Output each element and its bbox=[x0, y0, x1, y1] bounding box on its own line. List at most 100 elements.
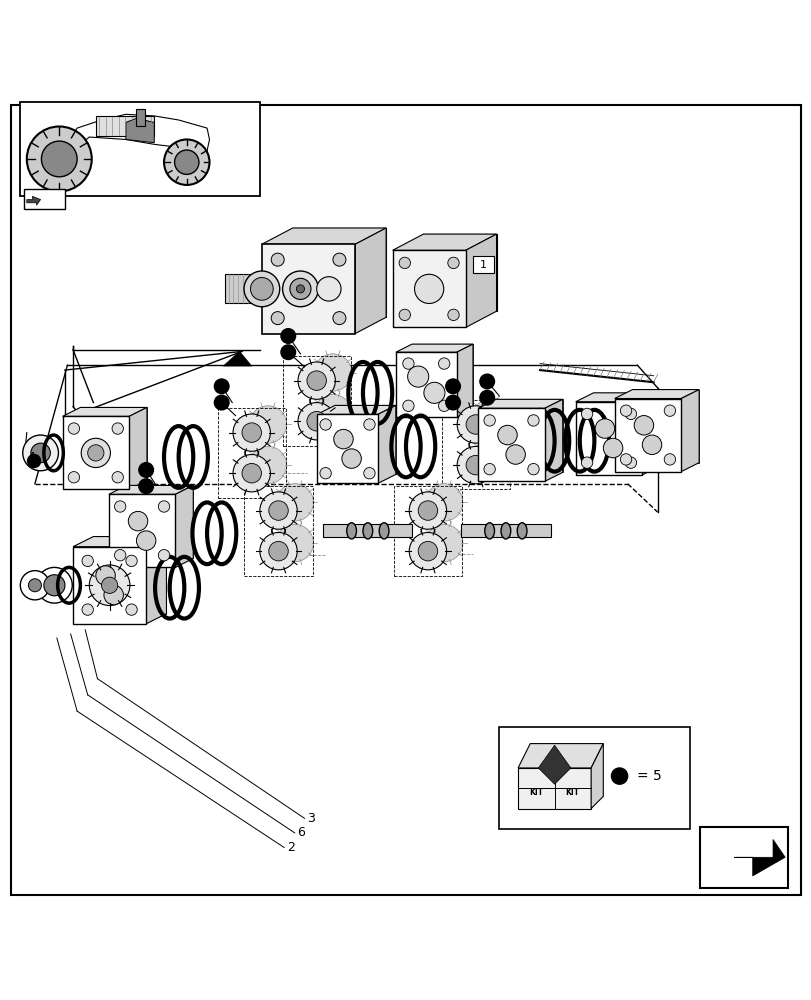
Circle shape bbox=[466, 455, 485, 475]
Circle shape bbox=[233, 414, 270, 451]
Circle shape bbox=[104, 585, 123, 605]
Circle shape bbox=[298, 403, 335, 440]
Circle shape bbox=[290, 278, 311, 299]
Circle shape bbox=[136, 531, 156, 550]
Circle shape bbox=[27, 126, 92, 191]
Polygon shape bbox=[392, 234, 496, 250]
Circle shape bbox=[68, 472, 79, 483]
Circle shape bbox=[316, 277, 341, 301]
Bar bbox=[499, 727, 689, 829]
Polygon shape bbox=[423, 234, 496, 311]
Circle shape bbox=[307, 371, 326, 390]
Circle shape bbox=[448, 309, 459, 321]
Bar bbox=[441, 400, 509, 489]
Circle shape bbox=[363, 468, 375, 479]
Circle shape bbox=[642, 435, 661, 455]
Circle shape bbox=[409, 492, 446, 529]
Circle shape bbox=[457, 446, 494, 484]
Circle shape bbox=[620, 454, 631, 465]
Text: 4: 4 bbox=[27, 451, 35, 464]
Circle shape bbox=[663, 405, 675, 416]
Polygon shape bbox=[680, 390, 698, 472]
Circle shape bbox=[158, 550, 169, 561]
Circle shape bbox=[281, 345, 295, 360]
Text: 3: 3 bbox=[307, 812, 315, 825]
Circle shape bbox=[445, 395, 460, 410]
Circle shape bbox=[438, 358, 449, 369]
Circle shape bbox=[126, 555, 137, 567]
Circle shape bbox=[438, 400, 449, 411]
Polygon shape bbox=[456, 344, 472, 417]
Bar bbox=[575, 402, 642, 475]
Polygon shape bbox=[538, 745, 570, 784]
Circle shape bbox=[89, 565, 130, 606]
Circle shape bbox=[126, 604, 137, 615]
Circle shape bbox=[128, 511, 148, 531]
Polygon shape bbox=[223, 351, 251, 366]
Text: KIT: KIT bbox=[529, 788, 543, 797]
Circle shape bbox=[445, 379, 460, 394]
Polygon shape bbox=[517, 744, 603, 768]
Circle shape bbox=[594, 419, 614, 438]
Circle shape bbox=[281, 329, 295, 343]
Circle shape bbox=[314, 354, 351, 391]
Text: = 5: = 5 bbox=[637, 769, 661, 783]
Circle shape bbox=[158, 501, 169, 512]
Circle shape bbox=[473, 398, 510, 435]
Circle shape bbox=[581, 408, 592, 420]
Polygon shape bbox=[478, 399, 562, 408]
Polygon shape bbox=[93, 537, 166, 614]
Circle shape bbox=[28, 455, 41, 468]
Polygon shape bbox=[175, 485, 193, 567]
Polygon shape bbox=[377, 405, 395, 483]
Circle shape bbox=[268, 541, 288, 561]
Circle shape bbox=[233, 455, 270, 492]
Polygon shape bbox=[733, 839, 784, 876]
Circle shape bbox=[314, 394, 351, 432]
Bar bbox=[225, 274, 261, 303]
Ellipse shape bbox=[243, 271, 279, 307]
Polygon shape bbox=[27, 196, 41, 205]
Polygon shape bbox=[109, 485, 193, 494]
Circle shape bbox=[260, 532, 297, 570]
Bar bbox=[282, 356, 350, 446]
Circle shape bbox=[82, 604, 93, 615]
Circle shape bbox=[268, 501, 288, 520]
Bar bbox=[217, 408, 285, 498]
Circle shape bbox=[473, 438, 510, 476]
Polygon shape bbox=[411, 344, 472, 409]
Circle shape bbox=[28, 579, 41, 592]
Circle shape bbox=[320, 468, 331, 479]
Bar bbox=[261, 244, 354, 334]
Circle shape bbox=[242, 423, 261, 442]
Circle shape bbox=[101, 577, 118, 593]
Circle shape bbox=[242, 463, 261, 483]
Circle shape bbox=[214, 379, 229, 394]
Circle shape bbox=[44, 575, 65, 596]
Circle shape bbox=[611, 768, 627, 784]
Bar bbox=[396, 352, 456, 417]
Circle shape bbox=[271, 312, 284, 325]
Bar bbox=[461, 524, 550, 537]
Circle shape bbox=[581, 457, 592, 468]
Ellipse shape bbox=[517, 523, 526, 539]
Circle shape bbox=[298, 362, 335, 399]
Polygon shape bbox=[496, 399, 562, 472]
Bar bbox=[323, 524, 412, 537]
Circle shape bbox=[448, 257, 459, 269]
Bar bbox=[316, 414, 377, 483]
Bar bbox=[478, 408, 544, 481]
Circle shape bbox=[307, 411, 326, 431]
Ellipse shape bbox=[379, 523, 388, 539]
Circle shape bbox=[112, 423, 123, 434]
Circle shape bbox=[479, 390, 494, 405]
Circle shape bbox=[276, 484, 313, 521]
Bar bbox=[96, 116, 154, 136]
Bar bbox=[136, 109, 144, 126]
Circle shape bbox=[402, 400, 414, 411]
Circle shape bbox=[483, 415, 495, 426]
Circle shape bbox=[633, 416, 653, 435]
Circle shape bbox=[505, 445, 525, 464]
Circle shape bbox=[457, 406, 494, 443]
Bar bbox=[62, 416, 129, 489]
